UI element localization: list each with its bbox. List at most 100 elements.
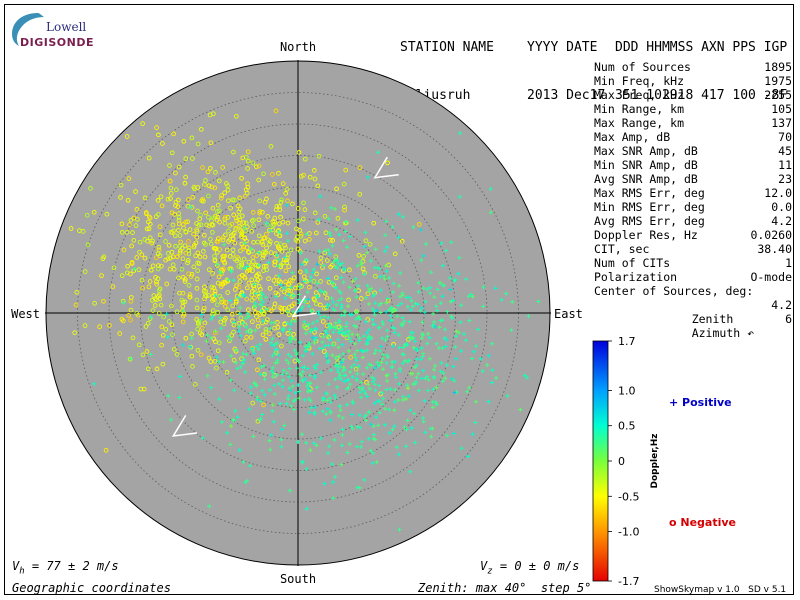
- positive-source-point: [321, 263, 326, 268]
- positive-source-point: [366, 334, 371, 339]
- positive-source-point: [339, 261, 344, 266]
- positive-source-point: [473, 420, 478, 425]
- positive-source-point: [313, 338, 318, 342]
- positive-source-point: [294, 351, 299, 355]
- negative-source-point: [210, 308, 216, 313]
- negative-source-point: [134, 311, 140, 316]
- negative-source-point: [280, 219, 286, 225]
- positive-source-point: [253, 301, 258, 306]
- positive-source-point: [327, 326, 332, 331]
- positive-source-point: [334, 285, 338, 290]
- positive-source-point: [308, 373, 312, 378]
- positive-source-point: [359, 380, 364, 385]
- negative-source-point: [273, 281, 279, 287]
- negative-source-point: [204, 222, 209, 228]
- stat-value: 4.2: [771, 214, 792, 228]
- positive-source-point: [383, 233, 388, 238]
- positive-source-point: [335, 364, 340, 369]
- positive-source-point: [198, 317, 203, 322]
- negative-source-point: [191, 231, 196, 237]
- positive-source-point: [336, 337, 341, 342]
- positive-source-point: [262, 377, 267, 382]
- negative-source-point: [225, 187, 231, 193]
- positive-source-point: [344, 386, 349, 391]
- stat-value: 0.0: [771, 200, 792, 214]
- negative-source-point: [313, 301, 319, 307]
- positive-source-point: [317, 312, 322, 317]
- stat-row: Min Range, km 105: [594, 102, 792, 116]
- positive-source-point: [490, 368, 495, 373]
- positive-source-point: [243, 480, 248, 485]
- negative-source-point: [130, 335, 136, 341]
- positive-source-point: [209, 317, 214, 322]
- positive-source-point: [383, 249, 388, 254]
- positive-source-point: [338, 404, 342, 409]
- negative-source-point: [378, 391, 384, 397]
- negative-source-point: [245, 307, 251, 313]
- negative-source-point: [217, 247, 223, 252]
- positive-source-point: [336, 375, 341, 380]
- positive-source-point: [331, 330, 336, 335]
- negative-source-point: [300, 216, 306, 222]
- positive-source-point: [290, 270, 295, 275]
- positive-source-point: [341, 357, 346, 362]
- positive-source-point: [326, 451, 331, 455]
- positive-source-point: [339, 306, 344, 311]
- positive-source-point: [448, 287, 453, 292]
- positive-source-point: [344, 321, 349, 325]
- negative-source-point: [201, 249, 206, 254]
- stat-label: Min Freq, kHz: [594, 74, 685, 88]
- negative-source-point: [218, 284, 224, 289]
- doppler-colorbar: [592, 340, 609, 582]
- positive-source-point: [292, 348, 297, 353]
- negative-source-point: [176, 221, 182, 227]
- positive-source-point: [393, 360, 397, 364]
- positive-source-point: [413, 440, 418, 445]
- negative-source-point: [119, 273, 125, 278]
- positive-source-point: [341, 280, 346, 285]
- negative-source-point: [253, 310, 258, 315]
- negative-source-point: [261, 402, 266, 408]
- negative-source-point: [216, 178, 222, 184]
- negative-source-point: [124, 230, 130, 235]
- positive-source-point: [277, 273, 282, 278]
- positive-source-point: [288, 340, 293, 345]
- positive-source-point: [249, 246, 253, 251]
- positive-source-point: [470, 432, 475, 437]
- negative-source-point: [128, 317, 133, 323]
- stat-label: Max SNR Amp, dB: [594, 144, 698, 158]
- positive-source-point: [240, 321, 245, 326]
- center-of-sources-label: Center of Sources, deg:: [594, 284, 754, 298]
- positive-source-point: [228, 298, 233, 303]
- positive-source-point: [289, 404, 294, 408]
- positive-source-point: [217, 397, 222, 402]
- positive-source-point: [354, 324, 358, 329]
- negative-source-point: [140, 285, 145, 291]
- positive-source-point: [343, 229, 348, 234]
- negative-source-point: [260, 242, 266, 247]
- positive-source-point: [259, 297, 263, 302]
- positive-source-point: [419, 336, 424, 341]
- positive-source-point: [338, 373, 343, 378]
- positive-source-point: [322, 481, 327, 486]
- negative-source-point: [313, 290, 319, 296]
- negative-source-point: [274, 204, 280, 209]
- negative-source-point: [180, 313, 186, 319]
- positive-source-point: [349, 424, 354, 429]
- positive-source-point: [465, 389, 470, 394]
- positive-source-point: [381, 322, 386, 327]
- positive-source-point: [371, 322, 376, 327]
- positive-source-point: [385, 379, 390, 383]
- negative-source-point: [232, 346, 238, 352]
- positive-source-point: [327, 251, 332, 256]
- stat-row: Num of CITs 1: [594, 256, 792, 270]
- negative-source-point: [277, 233, 283, 239]
- negative-source-point: [343, 167, 349, 173]
- negative-source-point: [277, 207, 283, 213]
- positive-source-point: [408, 408, 413, 413]
- negative-source-point: [189, 272, 195, 277]
- positive-source-point: [312, 441, 316, 446]
- negative-source-point: [230, 197, 236, 203]
- positive-source-point: [303, 348, 308, 353]
- positive-source-point: [260, 412, 265, 417]
